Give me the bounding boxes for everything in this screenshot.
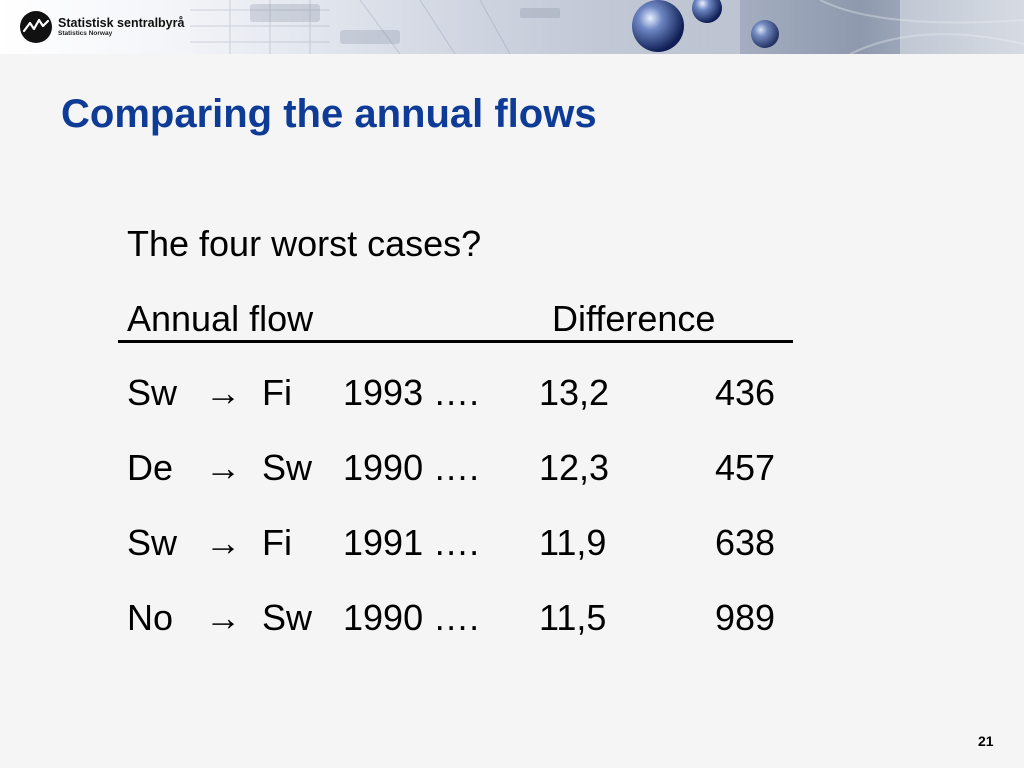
flow-value: 436 <box>715 372 776 413</box>
flow-from: De <box>127 447 174 488</box>
flow-difference: 12,3 <box>539 447 610 488</box>
header-divider <box>118 340 793 343</box>
arrow-right-icon: → <box>205 372 241 413</box>
table-row: Sw → Fi 1993 …. 13,2 436 <box>0 371 1024 415</box>
arrow-right-icon: → <box>205 522 241 563</box>
sbb-logo: Statistisk sentralbyrå Statistics Norway <box>19 8 184 46</box>
flow-value: 457 <box>715 447 776 488</box>
header-banner: Statistisk sentralbyrå Statistics Norway <box>0 0 1024 54</box>
table-row: No → Sw 1990 …. 11,5 989 <box>0 596 1024 640</box>
flow-year: 1991 …. <box>343 522 480 563</box>
flow-year: 1990 …. <box>343 447 480 488</box>
logo-subtitle: Statistics Norway <box>58 30 113 37</box>
flow-to: Fi <box>262 372 292 413</box>
flow-value: 638 <box>715 522 776 563</box>
logo-mark-icon <box>20 11 52 43</box>
intro-question: The four worst cases? <box>127 223 482 264</box>
table-row: Sw → Fi 1991 …. 11,9 638 <box>0 521 1024 565</box>
flow-from: Sw <box>127 522 178 563</box>
table-row: De → Sw 1990 …. 12,3 457 <box>0 446 1024 490</box>
flow-year: 1990 …. <box>343 597 480 638</box>
arrow-right-icon: → <box>205 597 241 638</box>
flow-difference: 13,2 <box>539 372 610 413</box>
page-number: 21 <box>978 733 994 749</box>
slide-title: Comparing the annual flows <box>61 92 597 136</box>
logo-name: Statistisk sentralbyrå <box>58 16 185 30</box>
flow-year: 1993 …. <box>343 372 480 413</box>
flow-from: No <box>127 597 174 638</box>
flow-to: Fi <box>262 522 292 563</box>
flow-from: Sw <box>127 372 178 413</box>
flow-difference: 11,9 <box>539 522 607 563</box>
header-decoration <box>190 0 1024 54</box>
flow-to: Sw <box>262 447 313 488</box>
flow-value: 989 <box>715 597 776 638</box>
column-header-annual-flow: Annual flow <box>127 298 314 339</box>
column-header-difference: Difference <box>552 298 716 339</box>
flow-to: Sw <box>262 597 313 638</box>
flow-difference: 11,5 <box>539 597 607 638</box>
arrow-right-icon: → <box>205 447 241 488</box>
